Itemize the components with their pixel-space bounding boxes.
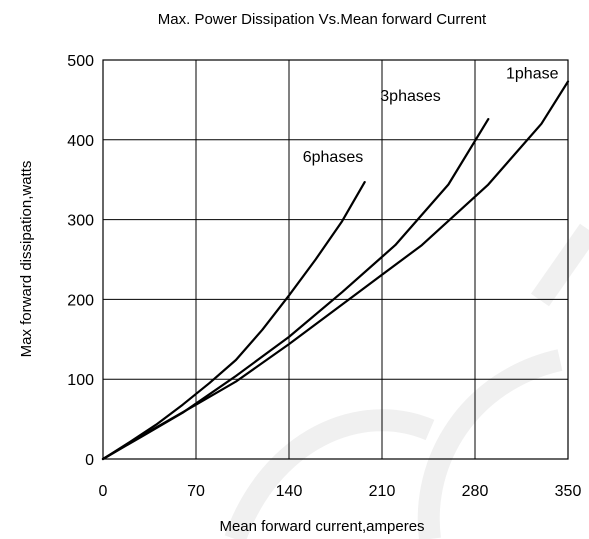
series-line-1phase xyxy=(101,80,570,461)
y-tick-label: 100 xyxy=(67,372,94,389)
y-tick-label: 500 xyxy=(67,53,94,70)
x-tick-label: 0 xyxy=(99,483,108,500)
x-tick-labels: 0 70 140 210 280 350 xyxy=(99,483,582,500)
x-axis-label: Mean forward current,amperes xyxy=(219,518,424,535)
series-line-6phases xyxy=(101,181,366,461)
series-line-3phases xyxy=(101,118,490,461)
y-tick-label: 200 xyxy=(67,292,94,309)
plot-border xyxy=(102,59,569,460)
y-tick-label: 400 xyxy=(67,133,94,150)
y-tick-label: 0 xyxy=(85,452,94,469)
y-tick-labels: 0 100 200 300 400 500 xyxy=(67,53,94,469)
y-axis-label: Max forward dissipation,watts xyxy=(18,161,35,358)
x-tick-label: 70 xyxy=(187,483,205,500)
chart-title: Max. Power Dissipation Vs.Mean forward C… xyxy=(158,11,487,28)
series-label-1phase: 1phase xyxy=(506,66,559,83)
x-tick-label: 140 xyxy=(276,483,303,500)
x-tick-label: 350 xyxy=(555,483,582,500)
watermark-stroke xyxy=(417,349,563,539)
y-tick-label: 300 xyxy=(67,213,94,230)
plot-frame xyxy=(102,59,569,460)
watermark-stroke xyxy=(224,409,435,539)
grid xyxy=(102,59,569,460)
x-tick-label: 280 xyxy=(462,483,489,500)
series-label-3phases: 3phases xyxy=(380,88,441,105)
x-tick-label: 210 xyxy=(369,483,396,500)
series-labels: 6phases 3phases 1phase xyxy=(303,66,559,167)
series-label-6phases: 6phases xyxy=(303,149,364,166)
series-lines xyxy=(101,80,570,461)
watermark xyxy=(224,223,589,539)
watermark-stroke xyxy=(530,223,589,307)
